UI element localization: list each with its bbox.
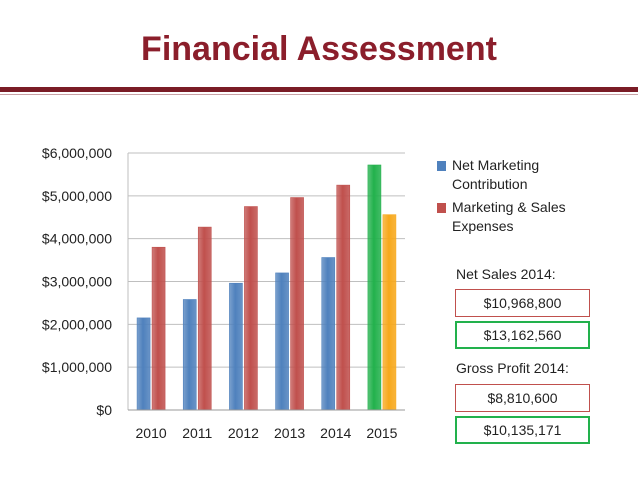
net-sales-projected-box: $13,162,560 <box>455 321 590 349</box>
gross-profit-2014-box: $8,810,600 <box>455 384 590 412</box>
y-axis: $0 $1,000,000 $2,000,000 $3,000,000 $4,000,0… <box>42 145 129 418</box>
bar-marketing-sales-2015 <box>382 214 397 411</box>
bar-marketing-sales-2013 <box>290 197 304 411</box>
legend-label: Net Marketing Contribution <box>452 157 540 192</box>
title-divider <box>0 87 638 92</box>
x-tick-label: 2013 <box>274 425 305 441</box>
bar-marketing-sales-2011 <box>197 226 212 411</box>
x-tick-label: 2011 <box>182 425 212 441</box>
bar-marketing-sales-2014 <box>336 184 351 411</box>
gross-profit-label: Gross Profit 2014: <box>456 360 569 376</box>
title-divider-thin <box>0 94 638 95</box>
chart-bars <box>136 164 397 411</box>
gross-profit-projected-box: $10,135,171 <box>455 416 590 444</box>
y-tick-label: $3,000,000 <box>42 274 112 290</box>
y-tick-label: $6,000,000 <box>42 145 112 161</box>
x-tick-label: 2010 <box>136 425 167 441</box>
y-tick-label: $5,000,000 <box>42 188 112 204</box>
y-tick-label: $2,000,000 <box>42 316 112 332</box>
net-sales-2014-box: $10,968,800 <box>455 289 590 317</box>
y-tick-label: $0 <box>96 402 112 418</box>
bar-marketing-sales-2012 <box>244 206 258 411</box>
bar-net-marketing-2012 <box>229 282 243 411</box>
chart-legend: Net Marketing Contribution Marketing & S… <box>437 156 617 240</box>
legend-swatch-red <box>437 203 446 213</box>
legend-item-marketing-sales: Marketing & Sales Expenses <box>437 198 617 236</box>
x-tick-label: 2012 <box>228 425 259 441</box>
y-tick-label: $1,000,000 <box>42 359 112 375</box>
x-tick-label: 2014 <box>320 425 351 441</box>
legend-item-net-marketing: Net Marketing Contribution <box>437 156 617 194</box>
page-title: Financial Assessment <box>141 30 497 68</box>
legend-swatch-blue <box>437 161 446 171</box>
bar-net-marketing-2011 <box>182 299 197 411</box>
bar-net-marketing-2015 <box>367 164 382 411</box>
x-axis: 2010 2011 2012 2013 2014 2015 <box>128 409 405 441</box>
net-sales-label: Net Sales 2014: <box>456 266 556 282</box>
chart-gridlines <box>128 152 405 411</box>
x-tick-label: 2015 <box>366 425 397 441</box>
bar-marketing-sales-2010 <box>151 246 166 411</box>
y-tick-label: $4,000,000 <box>42 231 112 247</box>
bar-net-marketing-2013 <box>275 272 289 411</box>
bar-net-marketing-2014 <box>321 257 336 411</box>
legend-label: Marketing & Sales Expenses <box>452 199 566 234</box>
bar-net-marketing-2010 <box>136 317 151 411</box>
